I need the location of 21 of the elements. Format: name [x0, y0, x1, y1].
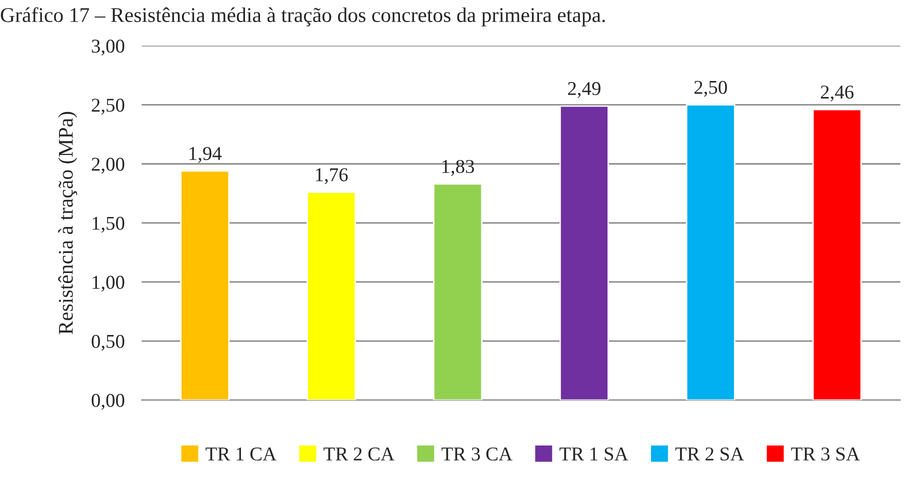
y-tick-label: 2,50	[92, 98, 124, 115]
data-label: 1,83	[442, 160, 474, 176]
chart-title: Gráfico 17 – Resistência média à tração dos concretos da primeira etapa.	[0, 7, 605, 26]
legend-label: TR 3 SA	[791, 447, 860, 461]
y-tick-label: 1,00	[92, 276, 124, 292]
y-tick-label: 0,00	[92, 394, 124, 410]
y-axis-title: Resistência à tração (MPa)	[58, 112, 78, 334]
y-tick-label: 0,50	[92, 334, 124, 351]
legend-label: TR 2 CA	[324, 447, 394, 461]
data-label: 2,50	[694, 80, 727, 97]
data-label: 1,94	[190, 147, 222, 163]
legend-label: TR 1 SA	[560, 447, 628, 461]
data-label: 2,49	[568, 82, 600, 98]
data-label: 2,46	[820, 86, 854, 102]
legend-label: TR 3 CA	[442, 447, 512, 461]
data-label: 1,76	[316, 168, 348, 184]
legend-label: TR 2 SA	[675, 447, 744, 461]
legend-label: TR 1 CA	[206, 447, 276, 461]
y-tick-label: 2,00	[92, 158, 124, 174]
y-tick-label: 1,50	[92, 216, 124, 233]
y-tick-label: 3,00	[92, 40, 124, 56]
